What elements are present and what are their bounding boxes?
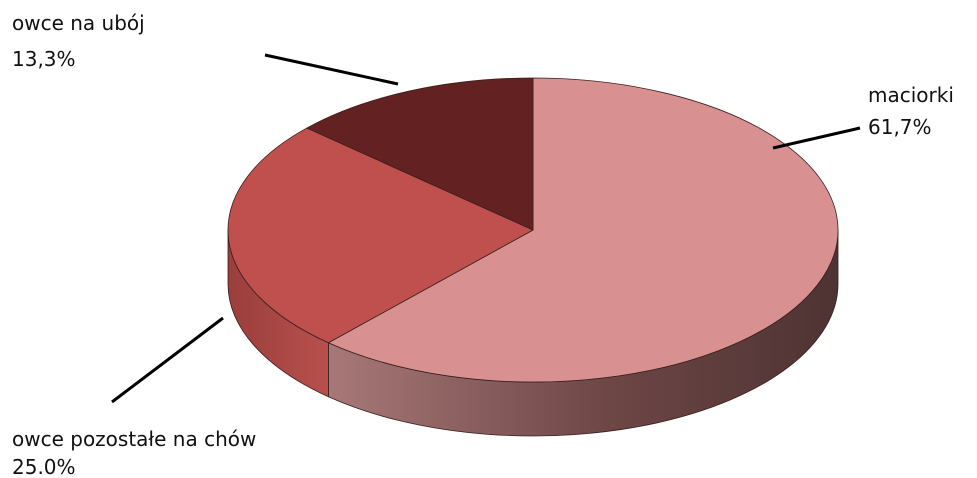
label-owce-na-uboj-value: 13,3% xyxy=(12,47,76,71)
pie-slice-0 xyxy=(328,77,839,383)
label-owce-pozostale-value: 25.0% xyxy=(12,455,76,478)
label-maciorki-name: maciorki xyxy=(868,83,954,107)
label-owce-pozostale-name: owce pozostałe na chów xyxy=(12,427,256,451)
label-maciorki-value: 61,7% xyxy=(868,115,932,139)
pie-slice-2 xyxy=(306,77,534,231)
leader-line-maciorki xyxy=(772,126,861,150)
pie-slice-1 xyxy=(227,127,534,344)
leader-line-owce-na-uboj xyxy=(264,53,399,86)
label-owce-na-uboj-name: owce na ubój xyxy=(12,11,145,35)
pie-tops xyxy=(227,77,839,383)
leader-line-owce-pozostale xyxy=(111,316,224,404)
